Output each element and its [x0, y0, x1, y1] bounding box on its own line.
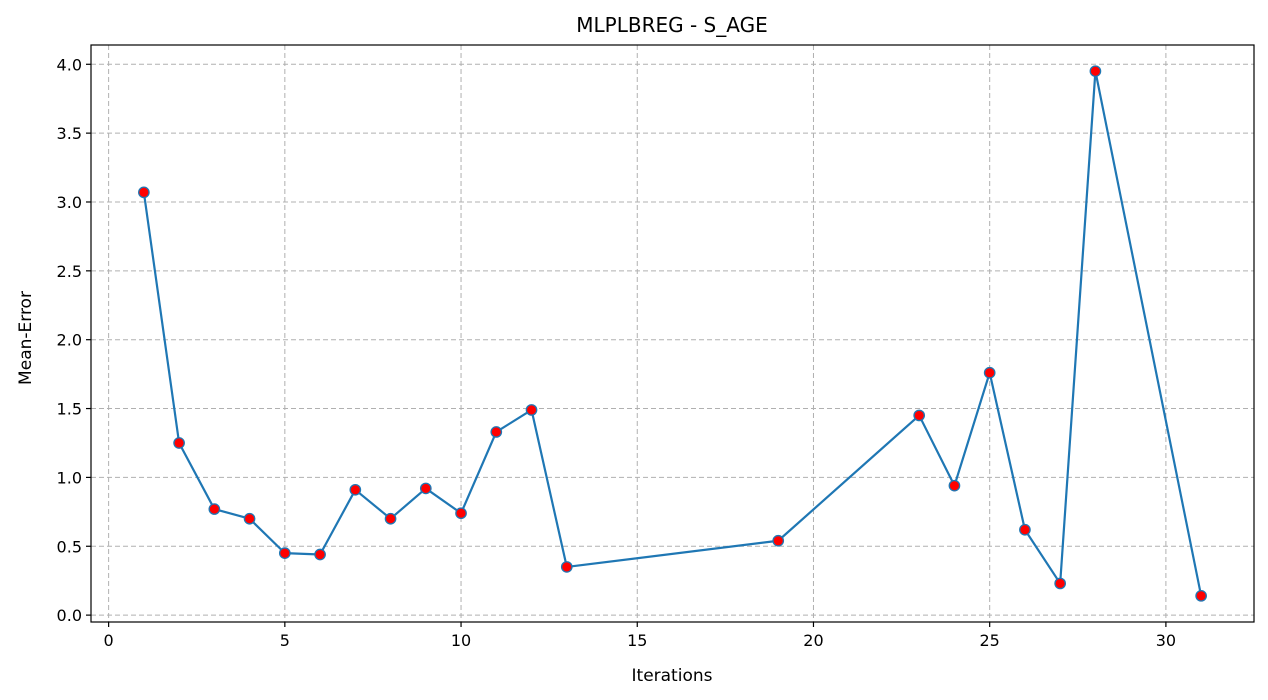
x-axis: 0 5 10 15 20 25 30 [104, 622, 1176, 650]
data-point [138, 186, 150, 199]
data-point [384, 512, 397, 525]
data-point [314, 548, 326, 561]
x-tick-label: 20 [803, 631, 823, 650]
data-point [455, 507, 467, 520]
data-point [560, 561, 573, 573]
x-tick-label: 15 [627, 631, 647, 650]
y-axis-label: Mean-Error [16, 291, 36, 385]
chart-title: MLPLBREG - S_AGE [576, 13, 767, 37]
x-tick-label: 25 [980, 631, 1000, 650]
data-point [349, 483, 362, 496]
data-point [1089, 65, 1102, 78]
data-point [1054, 577, 1067, 590]
y-tick-label: 0.5 [57, 537, 82, 556]
data-point [913, 409, 926, 422]
data-point [173, 437, 185, 449]
data-point [278, 547, 291, 559]
data-point [948, 479, 961, 492]
x-tick-label: 30 [1156, 631, 1176, 650]
x-tick-label: 5 [280, 631, 290, 650]
data-point [525, 404, 538, 416]
y-tick-label: 3.5 [57, 124, 82, 143]
plot-frame [90, 44, 1255, 623]
data-point [208, 503, 221, 515]
grid [91, 45, 1254, 622]
data-point [419, 482, 432, 495]
data-point [490, 426, 503, 438]
y-tick-label: 3.0 [57, 193, 82, 212]
data-point [983, 366, 996, 379]
x-axis-label: Iterations [632, 666, 713, 686]
y-tick-label: 2.5 [57, 262, 82, 281]
y-tick-label: 1.5 [57, 400, 82, 419]
y-tick-label: 0.0 [57, 606, 82, 625]
series-layer [138, 65, 1207, 602]
x-tick-label: 0 [104, 631, 114, 650]
y-tick-label: 4.0 [57, 55, 82, 74]
data-point [243, 512, 256, 525]
y-tick-label: 1.0 [57, 468, 82, 487]
data-point [772, 534, 785, 547]
data-point [1019, 523, 1031, 536]
y-tick-label: 2.0 [57, 331, 82, 350]
x-tick-label: 10 [451, 631, 471, 650]
series-line [142, 70, 1203, 597]
y-axis: 0.0 0.5 1.0 1.5 2.0 2.5 3.0 3.5 4.0 [57, 55, 91, 625]
data-point [1195, 589, 1207, 602]
